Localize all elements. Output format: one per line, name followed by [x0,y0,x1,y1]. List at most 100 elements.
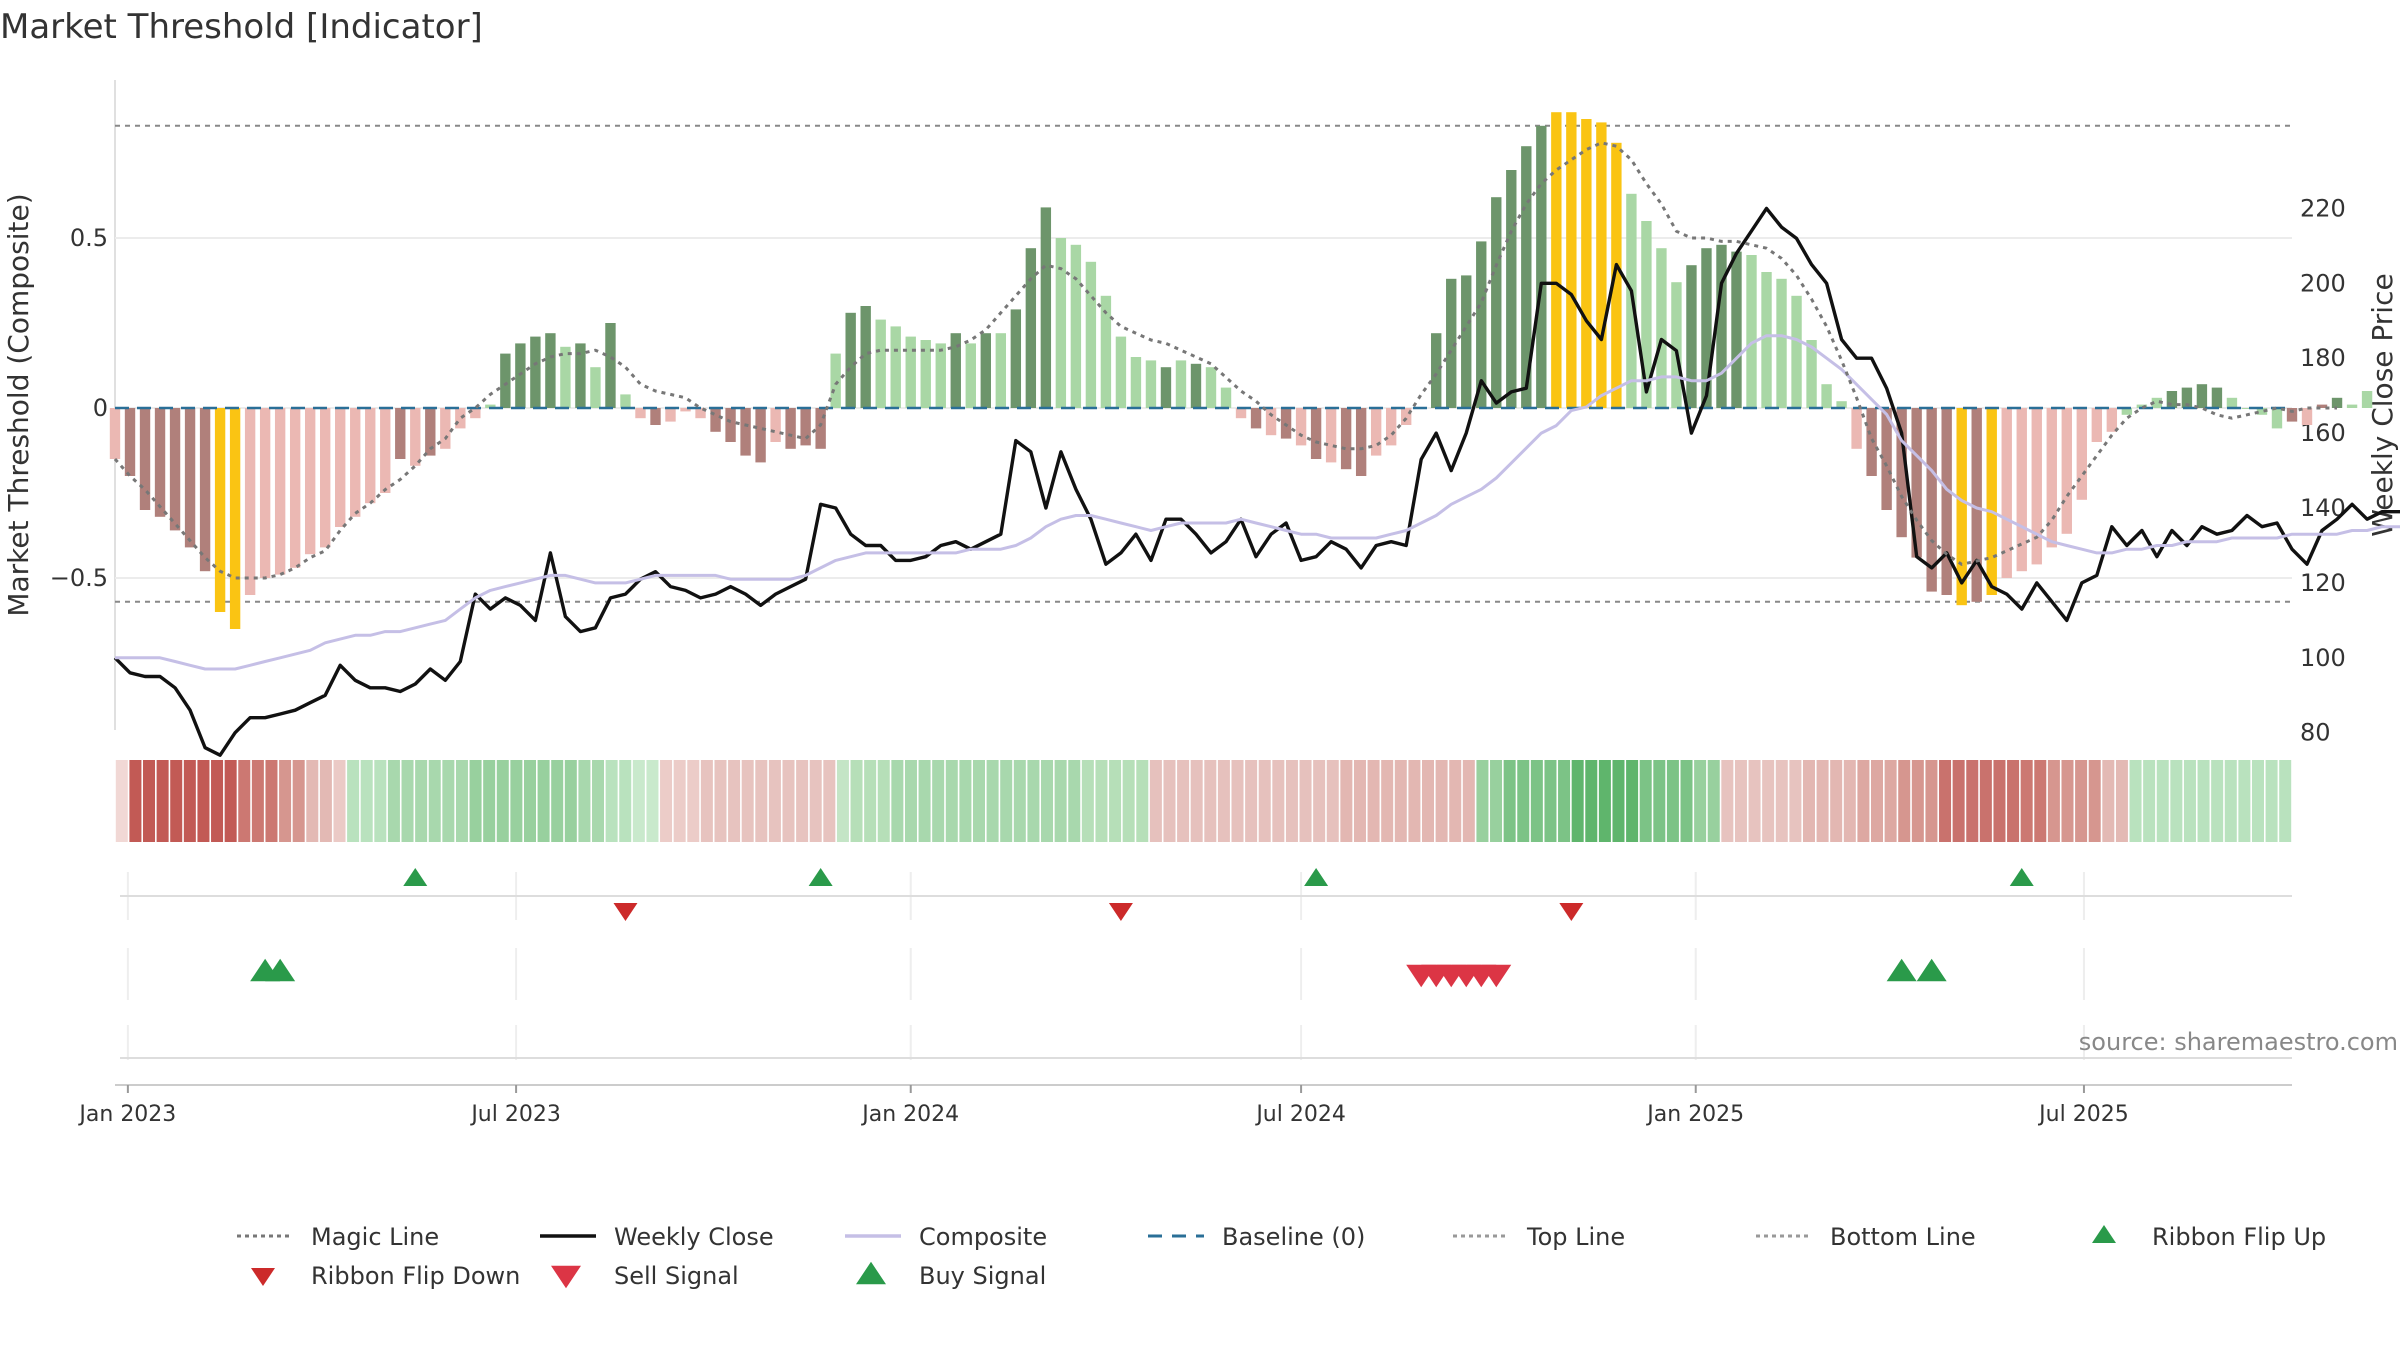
ribbon-cell [510,760,523,842]
composite-bar [770,408,781,442]
legend-ribbon-flip-up-marker [2092,1225,2116,1243]
composite-bar [485,404,496,408]
legend-buy-signal-marker [856,1261,886,1285]
composite-bar [2016,408,2027,572]
composite-bar [890,326,901,408]
ribbon-cell [469,760,482,842]
ribbon-cell [1217,760,1230,842]
composite-bar [1310,408,1322,459]
ribbon-cell [292,760,305,842]
composite-bar [1100,295,1112,408]
signal-panel [120,948,2292,1060]
ribbon-flip-down-marker [1559,903,1584,921]
ribbon-cell [483,760,496,842]
composite-bar [800,408,811,446]
legend-sell-signal-label: Sell Signal [614,1262,739,1290]
composite-bar [1190,363,1202,408]
composite-bar [1010,309,1022,408]
legend-composite-label: Composite [919,1223,1047,1251]
chart-title: Market Threshold [Indicator] [0,7,483,47]
composite-bar [1446,278,1457,408]
composite-bar [1400,408,1412,425]
right-tick-label: 80 [2300,719,2331,747]
ribbon-cell [2102,760,2115,842]
ribbon-cell [796,760,809,842]
composite-bar [320,408,331,548]
composite-bar [1536,125,1547,409]
composite-bar [2361,391,2373,408]
ribbon-cell [1925,760,1938,842]
composite-bar [1776,278,1787,408]
composite-bar [184,408,196,548]
sell-signal-marker [1481,964,1512,988]
ribbon-cell [251,760,264,842]
ribbon-cell [578,760,591,842]
ribbon-cell [170,760,183,842]
ribbon-cell [700,760,713,842]
ribbon-cell [2129,760,2142,842]
legend-bottom-line-label: Bottom Line [1830,1223,1976,1251]
composite-bar [2046,408,2057,548]
composite-bar [1025,248,1037,408]
ribbon-cell [1190,760,1203,842]
composite-bar [1220,387,1232,408]
left-tick-label: 0.5 [70,224,108,252]
ribbon-cell [1231,760,1244,842]
ribbon-cell [1857,760,1870,842]
composite-bar [350,408,361,517]
ribbon-cell [687,760,700,842]
ribbon-cell [823,760,836,842]
composite-bar [2031,408,2042,565]
composite-bar [1145,360,1157,408]
ribbon-cell [891,760,904,842]
ribbon-cell [1449,760,1462,842]
right-tick-label: 180 [2300,344,2346,372]
ribbon-cell [2061,760,2074,842]
legend-ribbon-flip-down-marker [251,1268,275,1286]
composite-bar [710,408,721,432]
composite-bar [139,408,151,510]
ribbon-cell [768,760,781,842]
ribbon-cell [319,760,332,842]
composite-bar [650,408,661,425]
composite-bar [2226,397,2238,408]
composite-bar [2241,408,2253,409]
ribbon-cell [1517,760,1530,842]
ribbon-cell [1734,760,1747,842]
weekly-close-line [113,206,2400,757]
composite-bar [2076,408,2087,500]
ribbon-flip-panel [120,868,2292,921]
ribbon-cell [972,760,985,842]
composite-bar [605,323,616,408]
composite-bar [680,408,691,412]
ribbon-cell [1272,760,1285,842]
composite-bar [530,336,541,408]
ribbon-cell [2115,760,2128,842]
composite-bar [425,408,436,456]
ribbon-cell [1027,760,1040,842]
composite-bar [635,408,646,419]
composite-bar [1265,408,1277,436]
composite-bar [965,343,976,408]
ribbon-cell [211,760,224,842]
composite-bar [1521,146,1532,408]
composite-bar [2211,387,2223,408]
ribbon-cell [1626,760,1639,842]
composite-bar [2181,387,2193,408]
ribbon-cell [1775,760,1788,842]
ribbon-cell [605,760,618,842]
composite-bar [1295,408,1307,446]
composite-bar [1551,112,1562,408]
composite-bar [1611,142,1622,409]
ribbon-cell [1952,760,1965,842]
composite-bar [2331,397,2343,408]
right-tick-label: 220 [2300,194,2346,222]
composite-bar [1581,119,1592,408]
magic-line-line [113,141,2337,580]
left-tick-label: 0 [93,394,108,422]
composite-bar [304,408,316,555]
ribbon-cell [1721,760,1734,842]
right-tick-label: 120 [2300,569,2346,597]
ribbon-cell [2156,760,2169,842]
